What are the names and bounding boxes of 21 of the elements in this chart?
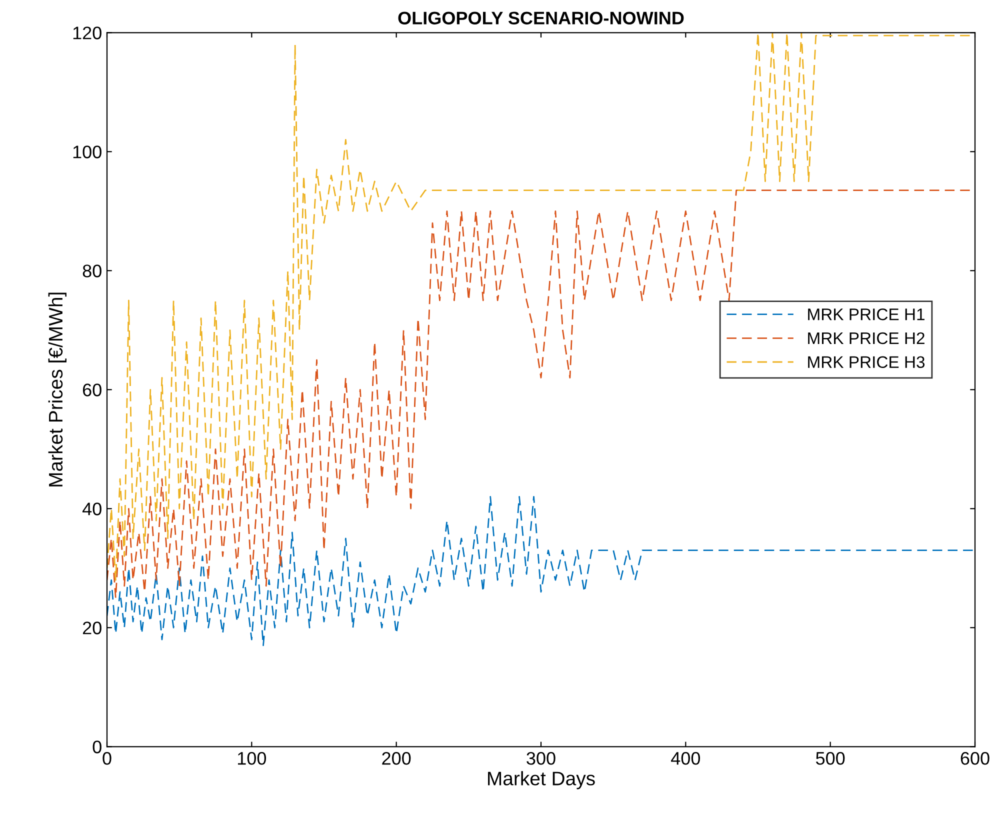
x-tick-label: 300	[526, 752, 556, 765]
line-series	[107, 496, 975, 646]
y-axis-title: Market Prices [€/MWh]	[48, 292, 66, 486]
x-tick-label: 600	[960, 752, 990, 765]
y-tick-label: 120	[73, 26, 102, 40]
y-tick-label: 60	[82, 384, 102, 396]
y-tick-label: 0	[92, 740, 102, 754]
x-tick-label: 500	[816, 752, 845, 765]
x-tick-label: 100	[238, 752, 266, 765]
y-tick-label: 100	[73, 146, 102, 158]
legend-label: MRK PRICE H3	[808, 356, 925, 368]
legend-label: MRK PRICE H1	[808, 308, 924, 320]
x-tick-label: 0	[102, 752, 112, 765]
x-tick-label: 200	[382, 752, 411, 765]
x-tick-label: 400	[671, 752, 700, 765]
chart-title: OLIGOPOLY SCENARIO-NOWIND	[398, 12, 684, 24]
legend-label: MRK PRICE H2	[808, 332, 924, 344]
x-axis-title: Market Days	[488, 771, 595, 790]
y-tick-label: 20	[82, 622, 102, 634]
y-tick-label: 40	[82, 502, 102, 516]
y-tick-label: 80	[82, 264, 102, 278]
